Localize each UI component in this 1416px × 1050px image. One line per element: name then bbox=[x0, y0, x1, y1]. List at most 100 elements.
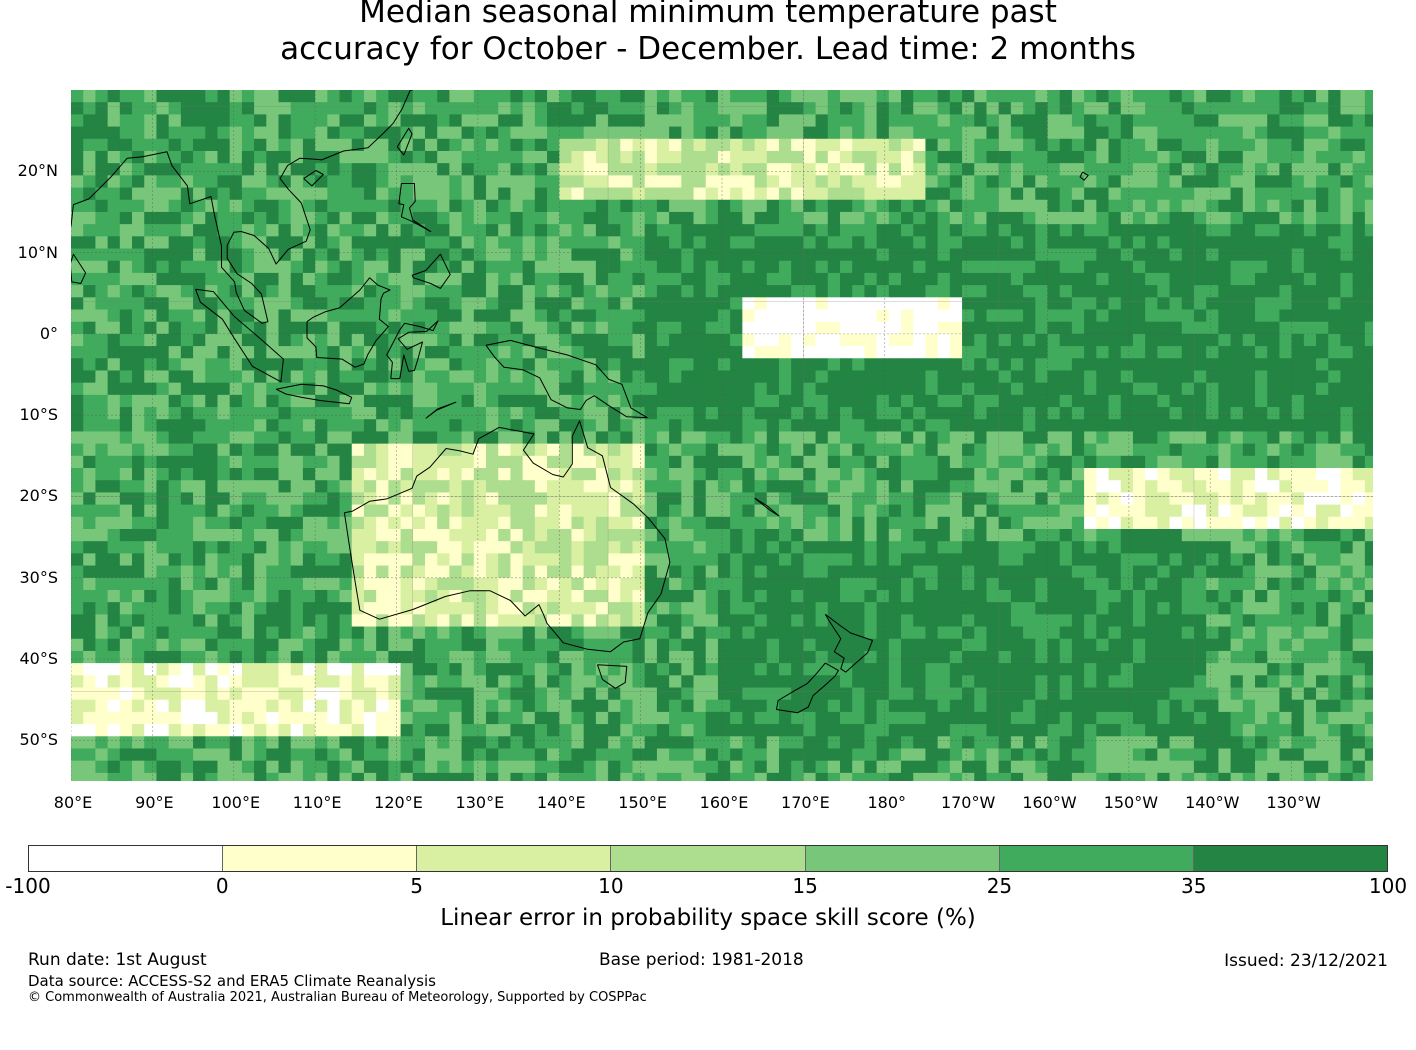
field-cell bbox=[839, 285, 853, 298]
field-cell bbox=[376, 90, 389, 103]
field-cell bbox=[1328, 480, 1342, 493]
field-cell bbox=[717, 272, 731, 286]
field-cell bbox=[608, 236, 621, 250]
field-cell bbox=[376, 370, 389, 384]
field-cell bbox=[424, 504, 438, 518]
field-cell bbox=[132, 516, 145, 530]
field-cell bbox=[510, 138, 524, 152]
field-cell bbox=[1206, 419, 1219, 433]
field-cell bbox=[1291, 297, 1305, 311]
field-cell bbox=[486, 626, 499, 640]
field-cell bbox=[974, 455, 988, 469]
field-cell bbox=[1364, 577, 1373, 591]
field-cell bbox=[1035, 309, 1049, 323]
field-cell bbox=[400, 541, 414, 554]
field-cell bbox=[376, 565, 389, 579]
field-cell bbox=[852, 443, 866, 457]
field-cell bbox=[559, 90, 573, 103]
field-cell bbox=[852, 309, 866, 323]
field-cell bbox=[1255, 528, 1268, 542]
field-cell bbox=[1108, 577, 1122, 591]
field-cell bbox=[1218, 492, 1232, 506]
field-cell bbox=[1255, 163, 1268, 176]
field-cell bbox=[388, 163, 402, 176]
field-cell bbox=[888, 150, 902, 164]
field-cell bbox=[1352, 553, 1366, 567]
field-cell bbox=[1120, 224, 1134, 237]
field-cell bbox=[986, 346, 1000, 359]
field-cell bbox=[998, 614, 1012, 628]
field-cell bbox=[83, 260, 97, 274]
field-cell bbox=[595, 626, 609, 640]
field-cell bbox=[400, 211, 414, 225]
field-cell bbox=[278, 504, 292, 518]
field-cell bbox=[742, 346, 756, 359]
field-cell bbox=[1230, 638, 1244, 652]
field-cell bbox=[1071, 260, 1085, 274]
field-cell bbox=[1047, 541, 1061, 554]
field-cell bbox=[876, 455, 890, 469]
field-cell bbox=[1364, 589, 1373, 603]
field-cell bbox=[681, 333, 695, 347]
field-cell bbox=[363, 650, 377, 664]
field-cell bbox=[766, 272, 780, 286]
field-cell bbox=[168, 602, 182, 615]
field-cell bbox=[730, 577, 743, 591]
field-cell bbox=[974, 272, 988, 286]
field-cell bbox=[705, 211, 719, 225]
field-cell bbox=[1181, 333, 1195, 347]
field-cell bbox=[241, 528, 255, 542]
field-cell bbox=[1084, 443, 1097, 457]
field-cell bbox=[254, 370, 267, 384]
field-cell bbox=[180, 614, 194, 628]
field-cell bbox=[1096, 553, 1110, 567]
field-cell bbox=[95, 541, 109, 554]
field-cell bbox=[1132, 321, 1146, 335]
field-cell bbox=[1291, 199, 1305, 213]
field-cell bbox=[1279, 468, 1293, 481]
field-cell bbox=[595, 577, 609, 591]
field-cell bbox=[266, 577, 280, 591]
field-cell bbox=[962, 504, 975, 518]
field-cell bbox=[1303, 382, 1317, 396]
field-cell bbox=[522, 248, 536, 262]
field-cell bbox=[632, 199, 646, 213]
field-cell bbox=[693, 541, 707, 554]
field-cell bbox=[717, 175, 731, 189]
field-cell bbox=[632, 614, 646, 628]
field-cell bbox=[1352, 419, 1366, 433]
field-cell bbox=[1010, 236, 1024, 250]
field-cell bbox=[266, 419, 280, 433]
field-cell bbox=[974, 285, 988, 298]
field-cell bbox=[839, 528, 853, 542]
field-cell bbox=[1364, 419, 1373, 433]
field-cell bbox=[547, 224, 560, 237]
field-cell bbox=[144, 602, 158, 615]
field-cell bbox=[449, 638, 463, 652]
field-cell bbox=[864, 553, 878, 567]
field-cell bbox=[1291, 565, 1305, 579]
field-cell bbox=[1023, 138, 1036, 152]
field-cell bbox=[1084, 187, 1097, 201]
field-cell bbox=[827, 333, 841, 347]
field-cell bbox=[864, 199, 878, 213]
field-cell bbox=[986, 602, 1000, 615]
field-cell bbox=[180, 199, 194, 213]
field-cell bbox=[839, 516, 853, 530]
field-cell bbox=[815, 333, 829, 347]
field-cell bbox=[1157, 187, 1171, 201]
field-cell bbox=[681, 394, 695, 408]
field-cell bbox=[315, 504, 328, 518]
field-cell bbox=[71, 565, 84, 579]
field-cell bbox=[534, 419, 548, 433]
field-cell bbox=[290, 577, 304, 591]
field-cell bbox=[95, 346, 109, 359]
field-cell bbox=[742, 468, 756, 481]
field-cell bbox=[1279, 553, 1293, 567]
field-cell bbox=[632, 528, 646, 542]
field-cell bbox=[473, 638, 487, 652]
field-cell bbox=[791, 382, 804, 396]
field-cell bbox=[583, 602, 597, 615]
field-cell bbox=[925, 126, 939, 140]
field-cell bbox=[925, 541, 939, 554]
